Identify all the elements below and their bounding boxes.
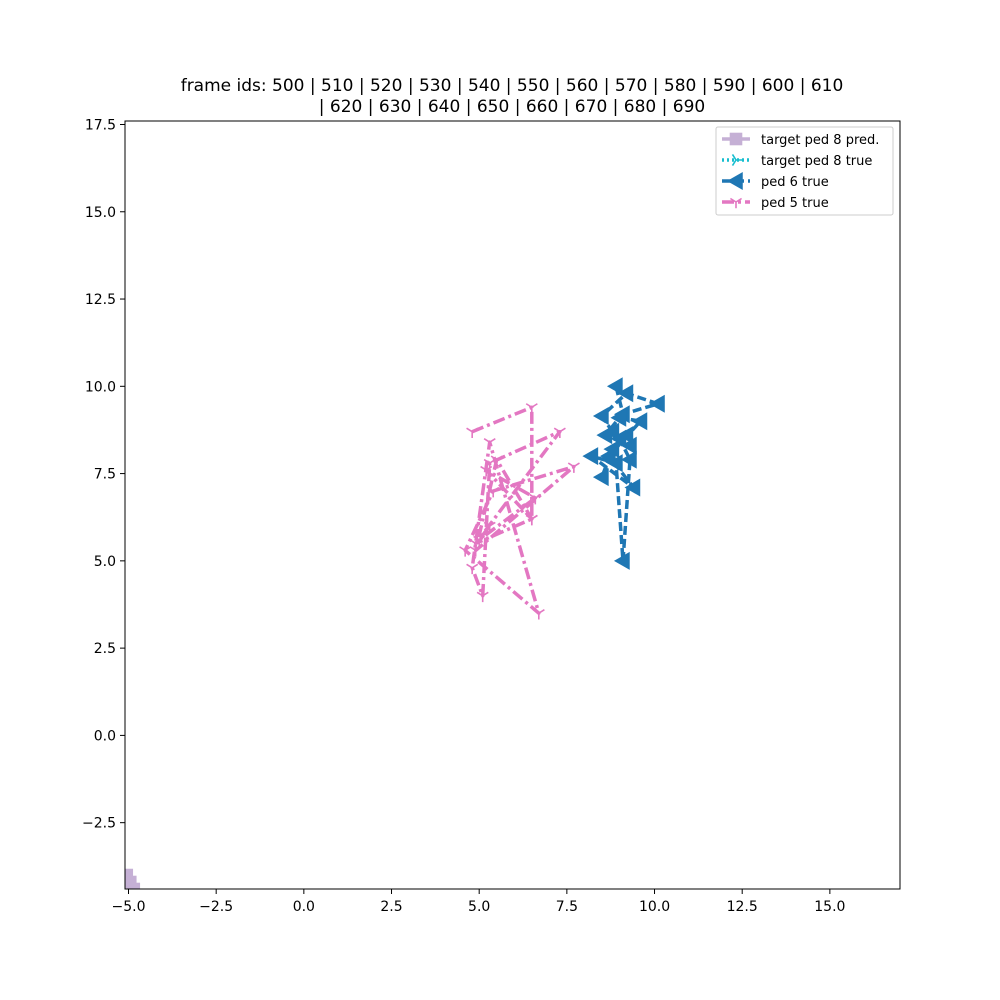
legend-label: target ped 8 pred. bbox=[761, 133, 879, 148]
data-point-ped-6-true bbox=[610, 408, 627, 427]
data-point-ped-5-true bbox=[480, 465, 493, 477]
data-point-ped-5-true bbox=[532, 609, 545, 620]
data-point-ped-6-true bbox=[649, 394, 665, 413]
plot-frame bbox=[124, 120, 901, 890]
data-point-ped-6-true bbox=[613, 551, 630, 570]
data-point-ped-5-true bbox=[529, 493, 542, 505]
data-point-ped-5-true bbox=[476, 591, 489, 603]
data-point-ped-5-true bbox=[469, 546, 482, 557]
data-point-ped-5-true bbox=[567, 462, 580, 473]
legend-entry-ped-5-true: ped 5 true bbox=[722, 196, 829, 211]
x-tick-label: −5.0 bbox=[112, 899, 146, 915]
y-tick-label: 15.0 bbox=[85, 205, 116, 221]
y-tick-label: 7.5 bbox=[94, 467, 116, 483]
legend-swatch-marker bbox=[731, 153, 743, 167]
data-point-ped-5-true bbox=[553, 427, 566, 438]
series-layer bbox=[125, 377, 665, 889]
data-point-target-ped-8-pred bbox=[127, 882, 141, 889]
y-tick-label: 5.0 bbox=[94, 554, 116, 570]
y-tick-label: −2.5 bbox=[82, 816, 116, 832]
legend-label: target ped 8 true bbox=[761, 154, 872, 169]
y-tick-label: 0.0 bbox=[94, 728, 116, 744]
data-point-ped-6-true bbox=[582, 447, 599, 466]
data-point-ped-6-true bbox=[617, 426, 634, 445]
legend-label: ped 6 true bbox=[761, 175, 829, 190]
data-point-ped-5-true bbox=[483, 521, 496, 533]
y-tick-label: 10.0 bbox=[85, 379, 116, 395]
data-point-ped-6-true bbox=[596, 426, 613, 445]
chart-title-line-2: | 620 | 630 | 640 | 650 | 660 | 670 | 68… bbox=[319, 97, 705, 117]
data-point-ped-6-true bbox=[624, 478, 641, 497]
x-tick-label: −2.5 bbox=[199, 899, 233, 915]
y-tick-label: 2.5 bbox=[94, 641, 116, 657]
legend-entry-target-ped-8-true: target ped 8 true bbox=[722, 153, 872, 169]
y-axis: −2.5 0.0 2.5 5.0 7.5 10.0 12.5 15.0 17.5 bbox=[82, 117, 125, 832]
chart-title-line-1: frame ids: 500 | 510 | 520 | 530 | 540 |… bbox=[181, 76, 844, 96]
series-line-ped-5-true bbox=[463, 405, 576, 615]
y-tick-label: 12.5 bbox=[85, 292, 116, 308]
data-point-ped-6-true bbox=[620, 450, 637, 469]
x-axis: −5.0 −2.5 0.0 2.5 5.0 7.5 10.0 12.5 15.0 bbox=[112, 889, 845, 915]
data-point-ped-5-true bbox=[490, 455, 503, 466]
x-tick-label: 7.5 bbox=[556, 899, 578, 915]
series-ped-5-true bbox=[459, 403, 580, 620]
data-point-target-ped-8-pred bbox=[125, 868, 134, 882]
data-point-target-ped-8-pred bbox=[125, 875, 137, 889]
x-tick-label: 2.5 bbox=[380, 899, 402, 915]
x-tick-label: 10.0 bbox=[639, 899, 670, 915]
series-ped-6-true bbox=[582, 377, 665, 570]
data-point-ped-5-true bbox=[487, 486, 500, 498]
legend-swatch-marker bbox=[729, 132, 743, 146]
data-point-ped-5-true bbox=[525, 403, 538, 414]
data-point-ped-6-true bbox=[606, 454, 623, 473]
legend-entry-target-ped-8-pred: target ped 8 pred. bbox=[722, 132, 879, 148]
x-tick-label: 12.5 bbox=[727, 899, 758, 915]
legend-swatch-marker bbox=[729, 197, 743, 209]
data-point-ped-5-true bbox=[483, 437, 496, 449]
data-point-ped-6-true bbox=[592, 468, 609, 487]
legend-label: ped 5 true bbox=[761, 196, 829, 211]
legend: target ped 8 pred. target ped 8 true ped 6… bbox=[715, 126, 894, 216]
series-target-ped-8-pred bbox=[125, 868, 141, 889]
data-point-ped-5-true bbox=[473, 535, 486, 547]
x-tick-label: 0.0 bbox=[293, 899, 315, 915]
data-point-ped-6-true bbox=[631, 412, 648, 431]
x-tick-label: 5.0 bbox=[468, 899, 490, 915]
data-point-ped-6-true bbox=[606, 377, 623, 396]
data-point-ped-6-true bbox=[592, 406, 609, 425]
legend-swatch-marker bbox=[727, 172, 743, 190]
legend-box bbox=[715, 126, 894, 216]
legend-entry-ped-6-true: ped 6 true bbox=[722, 172, 829, 190]
y-tick-label: 17.5 bbox=[85, 117, 116, 133]
data-point-ped-5-true bbox=[466, 427, 479, 438]
data-point-ped-5-true bbox=[466, 563, 479, 575]
data-point-ped-6-true bbox=[617, 384, 634, 403]
data-point-ped-6-true bbox=[603, 440, 620, 459]
x-tick-label: 15.0 bbox=[814, 899, 845, 915]
data-point-ped-5-true bbox=[525, 514, 538, 526]
